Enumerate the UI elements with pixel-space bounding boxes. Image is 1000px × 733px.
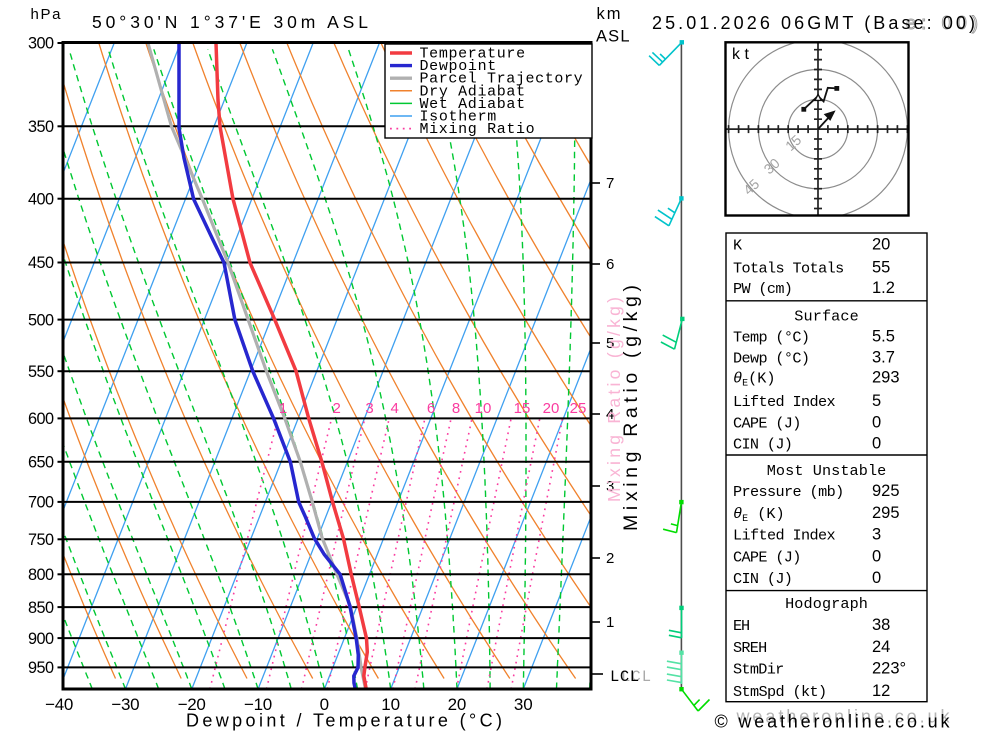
svg-text:3.7: 3.7: [872, 349, 895, 367]
svg-text:20: 20: [448, 695, 467, 714]
svg-text:650: 650: [28, 454, 54, 472]
svg-text:StmSpd (kt): StmSpd (kt): [733, 683, 827, 701]
svg-text:weatheronline.co.uk: weatheronline.co.uk: [736, 707, 951, 727]
svg-text:450: 450: [28, 254, 54, 272]
svg-text:Wet Adiabat: Wet Adiabat: [420, 96, 526, 113]
svg-text:0: 0: [872, 414, 881, 432]
svg-text:20: 20: [543, 400, 560, 417]
svg-text:50°30'N 1°37'E 30m ASL: 50°30'N 1°37'E 30m ASL: [92, 12, 368, 32]
svg-text:SREH: SREH: [733, 639, 767, 657]
svg-text:750: 750: [28, 531, 54, 549]
svg-text:0: 0: [872, 435, 881, 453]
svg-text:300: 300: [28, 35, 54, 53]
svg-text:Hodograph: Hodograph: [785, 595, 868, 613]
svg-text:Mixing Ratio (g/kg): Mixing Ratio (g/kg): [604, 297, 624, 502]
svg-text:0: 0: [872, 547, 881, 565]
svg-text:25: 25: [570, 400, 587, 417]
svg-text:55: 55: [872, 259, 890, 277]
svg-text:925: 925: [872, 482, 900, 500]
svg-text:295: 295: [872, 504, 900, 522]
svg-text:km: km: [597, 5, 621, 23]
svg-text:850: 850: [28, 599, 54, 617]
svg-text:950: 950: [28, 659, 54, 677]
svg-text:Parcel Trajectory: Parcel Trajectory: [420, 71, 583, 88]
svg-text:4: 4: [391, 400, 399, 417]
svg-text:0: 0: [872, 569, 881, 587]
svg-text:4: 4: [606, 406, 614, 423]
svg-text:30: 30: [514, 695, 533, 714]
svg-text:5.5: 5.5: [872, 327, 895, 345]
svg-text:293: 293: [872, 369, 900, 387]
svg-text:K: K: [733, 237, 743, 255]
svg-text:0: 0: [320, 695, 329, 714]
svg-text:Dewp (°C): Dewp (°C): [733, 350, 810, 368]
svg-text:Lifted Index: Lifted Index: [733, 527, 836, 545]
svg-text:350: 350: [28, 118, 54, 136]
svg-text:StmDir: StmDir: [733, 661, 784, 679]
svg-text:Dewpoint / Temperature (°C): Dewpoint / Temperature (°C): [186, 711, 502, 731]
svg-text:500: 500: [28, 311, 54, 329]
svg-text:20: 20: [872, 236, 890, 254]
svg-text:hPa: hPa: [31, 6, 62, 23]
svg-text:−40: −40: [45, 695, 73, 714]
svg-text:LCL: LCL: [610, 668, 639, 686]
svg-text:Temperature: Temperature: [420, 46, 526, 63]
svg-text:3: 3: [365, 400, 373, 417]
svg-text:1: 1: [606, 614, 614, 631]
svg-text:Totals Totals: Totals Totals: [733, 260, 844, 278]
svg-text:−10: −10: [244, 695, 272, 714]
svg-text:3: 3: [872, 526, 881, 544]
svg-text:CIN (J): CIN (J): [733, 570, 793, 588]
svg-text:CAPE (J): CAPE (J): [733, 415, 801, 433]
svg-text:Temp (°C): Temp (°C): [733, 328, 810, 346]
svg-text:Surface: Surface: [794, 308, 858, 326]
svg-text:ASL: ASL: [596, 28, 630, 46]
svg-text:10: 10: [475, 400, 492, 417]
svg-text:Pressure (mb): Pressure (mb): [733, 483, 844, 501]
svg-text:24: 24: [872, 638, 890, 656]
svg-text:6: 6: [427, 400, 435, 417]
svg-text:5: 5: [606, 335, 614, 352]
svg-text:CIN (J): CIN (J): [733, 436, 793, 454]
svg-text:2: 2: [333, 400, 341, 417]
svg-text:800: 800: [28, 566, 54, 584]
svg-text:2: 2: [606, 550, 614, 567]
svg-text:Most Unstable: Most Unstable: [767, 462, 887, 480]
svg-text:223°: 223°: [872, 660, 906, 678]
svg-text:12: 12: [872, 682, 890, 700]
svg-text:LCL: LCL: [621, 668, 651, 686]
svg-text:900: 900: [28, 630, 54, 648]
svg-text:25.01.2026 06GMT (Base: 00): 25.01.2026 06GMT (Base: 00): [652, 13, 975, 33]
svg-text:3: 3: [606, 478, 614, 495]
svg-text:EH: EH: [733, 617, 750, 635]
svg-text:e: 00): e: 00): [906, 13, 978, 33]
svg-text:θE (K): θE (K): [733, 505, 785, 525]
svg-text:600: 600: [28, 410, 54, 428]
svg-text:550: 550: [28, 363, 54, 381]
svg-text:θE(K): θE(K): [733, 370, 775, 390]
svg-text:Isotherm: Isotherm: [420, 109, 497, 126]
svg-text:1: 1: [279, 400, 287, 417]
svg-text:7: 7: [606, 175, 614, 192]
svg-text:−20: −20: [178, 695, 206, 714]
svg-text:5: 5: [872, 392, 881, 410]
svg-text:Dewpoint: Dewpoint: [420, 58, 497, 75]
svg-text:38: 38: [872, 616, 890, 634]
svg-text:Dry Adiabat: Dry Adiabat: [420, 83, 526, 100]
svg-text:−30: −30: [111, 695, 139, 714]
svg-text:700: 700: [28, 494, 54, 512]
svg-text:6: 6: [606, 256, 614, 273]
svg-text:8: 8: [452, 400, 460, 417]
svg-text:Lifted Index: Lifted Index: [733, 393, 836, 411]
svg-text:PW (cm): PW (cm): [733, 280, 793, 298]
svg-text:Mixing Ratio: Mixing Ratio: [420, 121, 535, 138]
svg-text:Mixing Ratio (g/kg): Mixing Ratio (g/kg): [620, 285, 642, 531]
svg-text:15: 15: [514, 400, 531, 417]
svg-text:CAPE (J): CAPE (J): [733, 548, 801, 566]
svg-text:400: 400: [28, 190, 54, 208]
svg-text:1.2: 1.2: [872, 279, 895, 297]
svg-text:10: 10: [381, 695, 400, 714]
